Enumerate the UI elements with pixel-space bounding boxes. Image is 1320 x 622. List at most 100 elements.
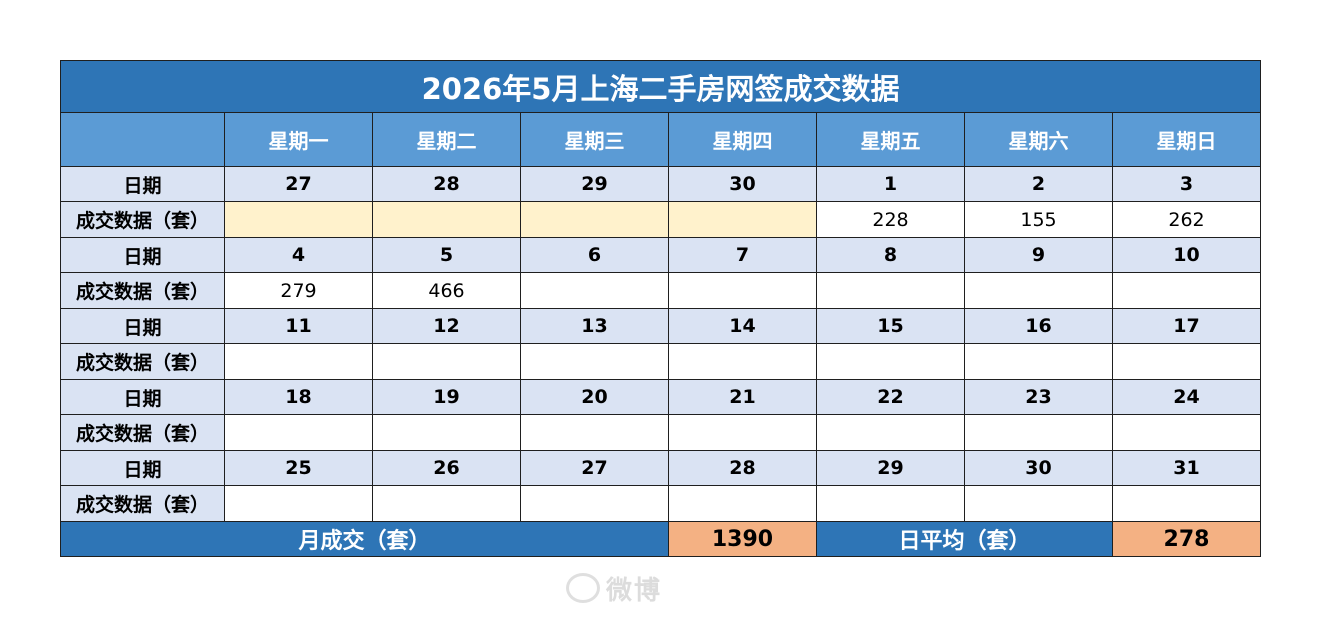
- weekday-header: 星期二: [372, 112, 521, 167]
- deals-cell: [372, 201, 521, 238]
- date-cell: 30: [964, 450, 1113, 486]
- date-cell: 24: [1111, 379, 1262, 415]
- date-row-label: 日期: [60, 308, 225, 344]
- deals-row: 成交数据（套）: [60, 343, 1262, 380]
- daily-average-label: 日平均（套）: [816, 521, 1113, 557]
- date-row: 日期 18 19 20 21 22 23 24: [60, 379, 1262, 415]
- date-cell: 1: [816, 166, 965, 202]
- deals-cell: [964, 272, 1113, 309]
- deals-cell: [520, 485, 669, 522]
- deals-cell: [520, 414, 669, 451]
- deals-row-label: 成交数据（套）: [60, 201, 225, 238]
- date-row: 日期 11 12 13 14 15 16 17: [60, 308, 1262, 344]
- deals-cell: [1111, 485, 1262, 522]
- date-cell: 25: [224, 450, 373, 486]
- watermark-text: 微博: [606, 575, 663, 606]
- deals-cell: 228: [816, 201, 965, 238]
- deals-cell: [816, 272, 965, 309]
- date-cell: 12: [372, 308, 521, 344]
- deals-cell: [224, 201, 373, 238]
- deals-row: 成交数据（套）: [60, 414, 1262, 451]
- deals-cell: [668, 414, 817, 451]
- summary-row: 月成交（套） 1390 日平均（套） 278: [60, 521, 1262, 557]
- deals-cell: [816, 485, 965, 522]
- deals-row: 成交数据（套）: [60, 485, 1262, 522]
- weekday-header: 星期六: [964, 112, 1113, 167]
- date-cell: 20: [520, 379, 669, 415]
- date-row-label: 日期: [60, 379, 225, 415]
- date-cell: 28: [668, 450, 817, 486]
- date-cell: 13: [520, 308, 669, 344]
- date-cell: 19: [372, 379, 521, 415]
- deals-cell: [668, 201, 817, 238]
- deals-cell: [224, 485, 373, 522]
- date-cell: 27: [224, 166, 373, 202]
- date-cell: 9: [964, 237, 1113, 273]
- date-row-label: 日期: [60, 450, 225, 486]
- daily-average-value: 278: [1111, 521, 1262, 557]
- monthly-total-value: 1390: [668, 521, 817, 557]
- deals-cell: 466: [372, 272, 521, 309]
- deals-cell: [224, 343, 373, 380]
- deals-cell: [668, 272, 817, 309]
- date-cell: 7: [668, 237, 817, 273]
- date-cell: 30: [668, 166, 817, 202]
- deals-cell: [1111, 343, 1262, 380]
- date-cell: 18: [224, 379, 373, 415]
- deals-cell: [668, 343, 817, 380]
- deals-cell: [520, 201, 669, 238]
- deals-cell: 262: [1111, 201, 1262, 238]
- deals-cell: [520, 343, 669, 380]
- deals-cell: [964, 414, 1113, 451]
- deals-calendar-table: 2026年5月上海二手房网签成交数据 星期一 星期二 星期三 星期四 星期五 星…: [59, 60, 1262, 557]
- date-cell: 29: [816, 450, 965, 486]
- weekday-header: 星期一: [224, 112, 373, 167]
- date-cell: 6: [520, 237, 669, 273]
- weekday-header: 星期五: [816, 112, 965, 167]
- deals-cell: 279: [224, 272, 373, 309]
- date-cell: 17: [1111, 308, 1262, 344]
- date-row: 日期 25 26 27 28 29 30 31: [60, 450, 1262, 486]
- deals-cell: [520, 272, 669, 309]
- date-cell: 3: [1111, 166, 1262, 202]
- deals-cell: [816, 343, 965, 380]
- weibo-watermark: 微博: [566, 571, 754, 606]
- deals-cell: [964, 343, 1113, 380]
- date-row: 日期 4 5 6 7 8 9 10: [60, 237, 1262, 273]
- table-title: 2026年5月上海二手房网签成交数据: [59, 60, 1262, 113]
- deals-cell: [372, 343, 521, 380]
- deals-row: 成交数据（套） 228 155 262: [60, 201, 1262, 238]
- date-cell: 27: [520, 450, 669, 486]
- deals-row-label: 成交数据（套）: [60, 272, 225, 309]
- date-row-label: 日期: [60, 166, 225, 202]
- date-row-label: 日期: [60, 237, 225, 273]
- date-cell: 11: [224, 308, 373, 344]
- deals-cell: [372, 485, 521, 522]
- date-cell: 21: [668, 379, 817, 415]
- date-cell: 29: [520, 166, 669, 202]
- deals-cell: 155: [964, 201, 1113, 238]
- deals-cell: [224, 414, 373, 451]
- date-row: 日期 27 28 29 30 1 2 3: [60, 166, 1262, 202]
- deals-cell: [1111, 272, 1262, 309]
- weekday-header: 星期三: [520, 112, 669, 167]
- weekday-header: 星期四: [668, 112, 817, 167]
- deals-cell: [372, 414, 521, 451]
- header-corner-cell: [60, 112, 225, 167]
- date-cell: 15: [816, 308, 965, 344]
- weekday-header: 星期日: [1111, 112, 1262, 167]
- date-cell: 10: [1111, 237, 1262, 273]
- date-cell: 4: [224, 237, 373, 273]
- date-cell: 8: [816, 237, 965, 273]
- date-cell: 5: [372, 237, 521, 273]
- weekday-header-row: 星期一 星期二 星期三 星期四 星期五 星期六 星期日: [60, 112, 1262, 167]
- deals-row-label: 成交数据（套）: [60, 414, 225, 451]
- deals-row-label: 成交数据（套）: [60, 485, 225, 522]
- date-cell: 14: [668, 308, 817, 344]
- monthly-total-label: 月成交（套）: [60, 521, 669, 557]
- date-cell: 16: [964, 308, 1113, 344]
- weibo-logo-icon: [566, 573, 600, 603]
- deals-cell: [964, 485, 1113, 522]
- deals-cell: [668, 485, 817, 522]
- deals-cell: [816, 414, 965, 451]
